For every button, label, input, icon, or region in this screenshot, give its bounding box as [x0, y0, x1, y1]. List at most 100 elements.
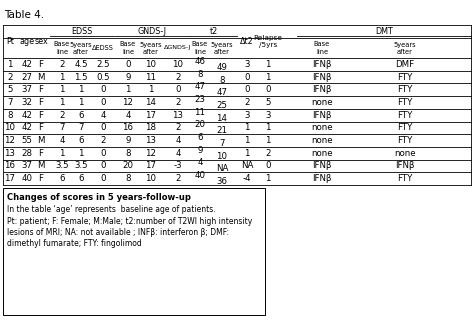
Text: 2: 2 [265, 149, 271, 158]
Text: 6: 6 [78, 111, 84, 120]
Text: 0: 0 [100, 162, 106, 171]
Text: 0.5: 0.5 [96, 73, 110, 82]
Text: 17: 17 [146, 111, 156, 120]
Text: 6: 6 [78, 174, 84, 183]
Text: 17: 17 [146, 162, 156, 171]
Text: after: after [73, 49, 89, 55]
Text: 10: 10 [173, 60, 183, 69]
Text: 0: 0 [244, 85, 250, 94]
Text: FTY: FTY [397, 73, 413, 82]
Text: 13: 13 [146, 136, 156, 145]
Text: 7: 7 [78, 123, 84, 132]
Text: t2: t2 [210, 27, 218, 36]
Text: 3: 3 [244, 111, 250, 120]
Text: F: F [38, 60, 44, 69]
Text: 3.5: 3.5 [74, 162, 88, 171]
Text: 49: 49 [217, 63, 228, 72]
Text: 4: 4 [197, 158, 203, 167]
Text: 20: 20 [194, 120, 206, 129]
Text: 16: 16 [4, 162, 16, 171]
Text: 28: 28 [21, 149, 33, 158]
Text: 9: 9 [125, 73, 131, 82]
Text: none: none [311, 149, 333, 158]
Text: 1: 1 [125, 85, 131, 94]
Text: Base: Base [120, 42, 136, 47]
Text: 4: 4 [175, 136, 181, 145]
Text: IFNβ: IFNβ [395, 162, 415, 171]
Text: 0: 0 [175, 85, 181, 94]
Text: EDSS: EDSS [71, 27, 93, 36]
Text: Relapse: Relapse [254, 35, 283, 41]
Text: 12: 12 [146, 149, 156, 158]
Text: 0: 0 [265, 162, 271, 171]
Text: IFNβ: IFNβ [312, 85, 332, 94]
Text: 1: 1 [265, 174, 271, 183]
Text: 13: 13 [173, 111, 183, 120]
Text: IFNβ: IFNβ [312, 174, 332, 183]
Text: Δt2: Δt2 [240, 37, 254, 46]
Text: 1: 1 [59, 73, 65, 82]
Text: F: F [38, 111, 44, 120]
Text: 21: 21 [217, 126, 228, 135]
Text: 14: 14 [146, 98, 156, 107]
Text: 40: 40 [194, 171, 206, 180]
Text: 1: 1 [265, 136, 271, 145]
Bar [3, 188, 265, 315]
Text: 1: 1 [78, 149, 84, 158]
Text: M: M [37, 162, 45, 171]
Text: 8: 8 [125, 174, 131, 183]
Text: /5yrs: /5yrs [259, 43, 277, 49]
Text: 10: 10 [146, 60, 156, 69]
Text: FTY: FTY [397, 111, 413, 120]
Text: after: after [397, 49, 413, 55]
Text: 2: 2 [175, 174, 181, 183]
Text: 8: 8 [219, 76, 225, 84]
Text: 47: 47 [194, 82, 206, 91]
Text: 1: 1 [244, 136, 250, 145]
Text: 0: 0 [100, 174, 106, 183]
Text: 8: 8 [197, 69, 203, 78]
Text: M: M [37, 136, 45, 145]
Text: 0: 0 [100, 98, 106, 107]
Text: FTY: FTY [397, 136, 413, 145]
Text: age: age [19, 37, 35, 46]
Text: 6: 6 [59, 174, 65, 183]
Text: none: none [311, 123, 333, 132]
Text: IFNβ: IFNβ [312, 111, 332, 120]
Text: line: line [122, 49, 134, 55]
Text: none: none [311, 98, 333, 107]
Text: 40: 40 [21, 174, 33, 183]
Text: IFNβ: IFNβ [312, 73, 332, 82]
Text: 12: 12 [4, 136, 16, 145]
Text: ΔGNDS-J: ΔGNDS-J [164, 45, 191, 51]
Text: -3: -3 [173, 162, 182, 171]
Text: 7: 7 [219, 139, 225, 148]
Text: 4: 4 [125, 111, 131, 120]
Text: 42: 42 [21, 123, 33, 132]
Text: 25: 25 [217, 101, 228, 110]
Text: Table 4.: Table 4. [4, 10, 44, 20]
Text: Pt: patient; F: Female; M:Male; t2:number of T2WI high intensity: Pt: patient; F: Female; M:Male; t2:numbe… [7, 217, 252, 226]
Text: 2.5: 2.5 [96, 60, 110, 69]
Text: 10: 10 [146, 174, 156, 183]
Text: 3.5: 3.5 [55, 162, 69, 171]
Text: 2: 2 [7, 73, 13, 82]
Text: 2: 2 [100, 136, 106, 145]
Text: 4: 4 [100, 111, 106, 120]
Text: 5: 5 [265, 98, 271, 107]
Text: 11: 11 [146, 73, 156, 82]
Text: 47: 47 [217, 88, 228, 97]
Text: GNDS-J: GNDS-J [138, 27, 167, 36]
Text: 2: 2 [59, 111, 65, 120]
Text: Pt: Pt [6, 37, 14, 46]
Text: 0: 0 [125, 60, 131, 69]
Text: DMF: DMF [395, 60, 415, 69]
Text: after: after [143, 49, 159, 55]
Text: FTY: FTY [397, 85, 413, 94]
Text: 0: 0 [100, 85, 106, 94]
Text: 5years: 5years [210, 42, 233, 47]
Text: FTY: FTY [397, 174, 413, 183]
Text: 42: 42 [21, 111, 33, 120]
Text: 2: 2 [59, 60, 65, 69]
Text: 9: 9 [125, 136, 131, 145]
